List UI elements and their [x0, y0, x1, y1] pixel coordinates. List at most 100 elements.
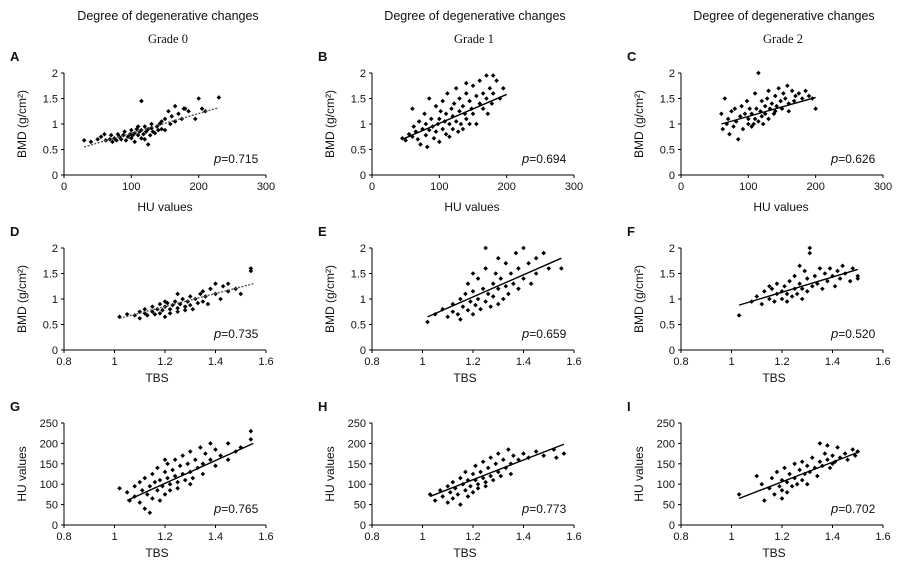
data-point	[114, 138, 119, 143]
x-tick-label: 0	[61, 181, 67, 193]
data-point	[796, 91, 802, 96]
x-tick-label: 0.8	[56, 356, 71, 368]
y-axis-label: BMD (g/cm²)	[15, 265, 29, 333]
panel-label: D	[10, 224, 19, 239]
y-tick-label: 0	[52, 170, 58, 182]
data-point	[162, 469, 168, 475]
data-point	[792, 475, 797, 481]
data-point	[437, 116, 442, 122]
y-axis-label: BMD (g/cm²)	[632, 265, 646, 333]
data-point	[424, 144, 430, 150]
y-tick-label: 0.5	[660, 320, 675, 332]
rho-value: =0.715	[221, 152, 258, 166]
data-point	[145, 126, 151, 132]
data-point	[746, 121, 751, 127]
data-point	[218, 296, 223, 302]
data-point	[115, 131, 121, 137]
data-point	[418, 142, 423, 147]
data-point	[840, 263, 845, 269]
data-point	[462, 111, 468, 117]
data-point	[238, 291, 244, 297]
data-point	[779, 289, 785, 294]
data-point	[122, 129, 127, 134]
data-point	[791, 98, 797, 104]
data-point	[172, 457, 178, 463]
data-point	[225, 441, 231, 446]
x-tick-label: 0.8	[364, 531, 379, 543]
x-tick-label: 300	[257, 181, 275, 193]
x-axis-label: TBS	[145, 546, 168, 560]
data-point	[501, 86, 506, 91]
panel-label: C	[627, 49, 637, 64]
data-point	[457, 96, 462, 101]
y-tick-label: 1.5	[660, 94, 675, 106]
y-tick-label: 0	[669, 170, 675, 182]
data-point	[779, 496, 785, 501]
data-point	[774, 103, 779, 109]
trend-line	[738, 451, 859, 500]
data-point	[744, 98, 750, 104]
data-point	[152, 130, 158, 136]
data-point	[465, 281, 471, 286]
data-point	[470, 111, 476, 117]
data-point	[513, 250, 519, 256]
y-tick-label: 0	[669, 520, 675, 532]
data-point	[451, 101, 457, 106]
data-point	[837, 276, 843, 281]
data-point	[426, 127, 432, 133]
data-point	[533, 449, 539, 454]
data-point	[443, 131, 449, 137]
data-point	[182, 304, 188, 309]
y-tick-label: 1	[360, 294, 366, 306]
y-tick-label: 1.5	[351, 94, 366, 106]
data-point	[167, 481, 173, 487]
rho-value: =0.520	[838, 327, 875, 341]
data-point	[139, 135, 144, 141]
y-tick-label: 0.5	[351, 320, 366, 332]
data-point	[789, 88, 795, 94]
x-tick-label: 1.2	[465, 356, 480, 368]
data-point	[779, 296, 785, 302]
data-point	[490, 281, 496, 286]
data-point	[759, 301, 765, 307]
data-point	[177, 463, 183, 469]
data-point	[453, 485, 458, 491]
y-tick-label: 100	[40, 479, 58, 491]
x-tick-label: 0	[678, 181, 684, 193]
data-point	[467, 121, 472, 127]
data-point	[108, 132, 114, 138]
y-tick-label: 0.5	[660, 145, 675, 157]
data-point	[463, 291, 468, 297]
data-point	[508, 461, 514, 467]
data-point	[487, 86, 493, 91]
x-tick-label: 100	[739, 181, 757, 193]
data-point	[458, 502, 463, 507]
data-point	[190, 306, 196, 312]
data-point	[470, 312, 476, 317]
data-point	[804, 289, 810, 294]
panel-label: F	[627, 224, 635, 239]
data-point	[162, 127, 168, 133]
data-point	[458, 475, 463, 481]
column-title-1: Degree of degenerative changes	[77, 9, 259, 23]
data-point	[521, 276, 526, 281]
data-point	[440, 98, 445, 104]
x-tick-label: 1.2	[465, 531, 480, 543]
data-point	[213, 447, 218, 452]
data-point	[182, 106, 188, 111]
data-point	[477, 78, 483, 83]
data-point	[554, 455, 559, 460]
data-point	[453, 86, 459, 91]
data-point	[799, 477, 805, 483]
data-point	[751, 121, 757, 127]
data-point	[495, 301, 501, 307]
data-point	[475, 296, 481, 302]
y-tick-label: 200	[40, 438, 58, 450]
data-point	[806, 93, 812, 99]
data-point	[142, 137, 148, 142]
data-point	[827, 266, 833, 271]
data-point	[145, 313, 150, 318]
x-tick-label: 0.8	[56, 531, 71, 543]
data-point	[759, 114, 765, 119]
data-point	[799, 96, 805, 101]
